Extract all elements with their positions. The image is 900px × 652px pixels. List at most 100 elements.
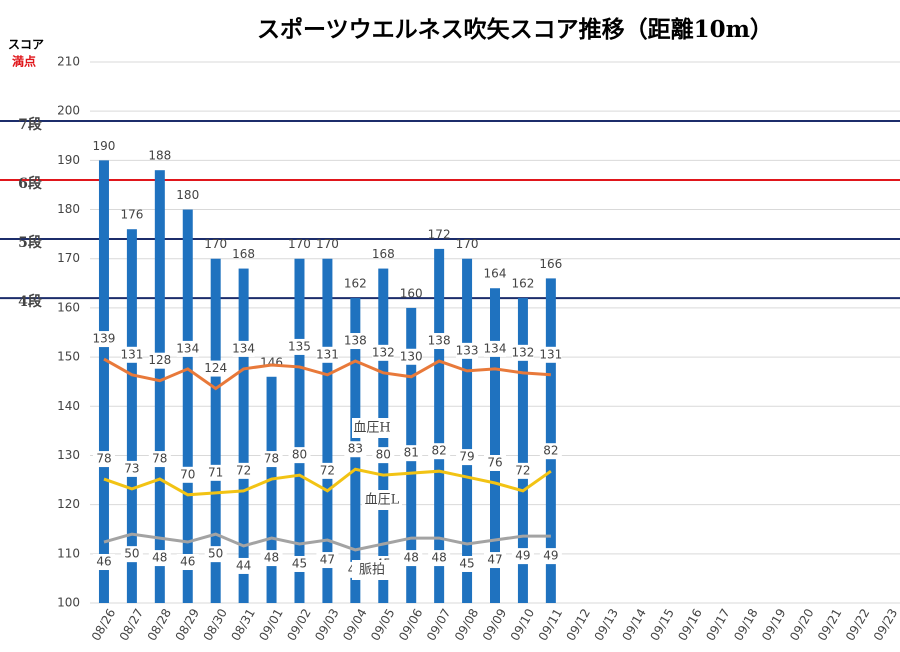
bar-value-label: 170	[288, 237, 311, 251]
bar-value-label: 162	[344, 277, 367, 291]
label-box	[372, 447, 395, 464]
line-value-label: 80	[376, 448, 391, 462]
label-box	[539, 548, 562, 565]
label-box	[92, 451, 115, 468]
reference-label: 6段	[18, 175, 42, 192]
bar	[154, 170, 165, 603]
x-tick-label: 09/15	[647, 606, 676, 643]
line-value-label: 48	[152, 551, 167, 565]
label-box	[232, 557, 255, 574]
y-tick-label: 210	[57, 55, 80, 69]
bar-value-label: 172	[428, 227, 451, 241]
line-value-label: 78	[264, 452, 279, 466]
x-tick-label: 08/28	[145, 606, 174, 643]
x-tick-label: 09/05	[368, 606, 397, 643]
reference-label: 7段	[18, 116, 42, 133]
x-tick-label: 09/17	[703, 606, 732, 643]
label-box	[204, 546, 227, 563]
bar	[182, 209, 193, 603]
chart-title: スポーツウエルネス吹矢スコア推移（距離10m）	[257, 16, 773, 43]
line-value-label: 70	[180, 467, 195, 481]
x-tick-label: 09/14	[620, 606, 649, 643]
label-box	[148, 352, 171, 369]
label-box	[484, 340, 506, 357]
x-tick-label: 09/09	[480, 606, 509, 643]
line-value-label: 50	[208, 547, 223, 561]
bar-value-label: 170	[456, 237, 479, 251]
y-tick-label: 170	[57, 251, 80, 265]
line-value-label: 135	[288, 339, 311, 353]
y-tick-label: 200	[57, 104, 80, 118]
line-value-label: 49	[543, 549, 558, 563]
bar-value-label: 164	[484, 267, 507, 281]
label-box	[176, 554, 199, 571]
x-tick-label: 08/30	[201, 606, 230, 643]
reference-label: 4段	[18, 293, 42, 310]
label-box	[120, 460, 143, 477]
x-tick-label: 09/18	[731, 606, 760, 643]
line-value-label: 46	[180, 555, 195, 569]
x-tick-label: 09/12	[564, 606, 593, 643]
line-value-label: 138	[428, 334, 451, 348]
label-box	[176, 340, 199, 357]
x-tick-label: 09/11	[536, 606, 565, 643]
line-value-label: 44	[236, 558, 251, 572]
x-tick-label: 08/31	[228, 606, 257, 643]
label-box	[428, 333, 451, 350]
bar	[126, 229, 137, 603]
bar	[294, 258, 305, 603]
label-box	[204, 464, 227, 481]
x-tick-label: 09/02	[284, 606, 313, 643]
line-value-label: 133	[456, 343, 479, 357]
label-box	[232, 462, 255, 479]
line-value-label: 72	[320, 463, 335, 477]
line-value-label: 80	[292, 448, 307, 462]
line-value-label: 45	[292, 556, 307, 570]
series-name: 血圧H	[353, 421, 390, 436]
label-box	[120, 546, 143, 563]
y-tick-label: 180	[57, 202, 80, 216]
line-value-label: 78	[96, 452, 111, 466]
line-series	[103, 357, 551, 391]
label-box	[260, 550, 283, 567]
label-box	[344, 441, 367, 458]
reference-label: 5段	[18, 234, 42, 251]
line-value-label: 73	[124, 461, 139, 475]
x-tick-label: 09/20	[787, 606, 816, 643]
y-tick-label: 190	[57, 153, 80, 167]
label-box	[428, 443, 451, 460]
bar-value-label: 162	[511, 277, 534, 291]
x-tick-label: 09/19	[759, 606, 788, 643]
line-value-label: 78	[152, 452, 167, 466]
bar	[434, 248, 445, 603]
label-box	[372, 344, 395, 361]
bar-value-label: 190	[93, 139, 116, 153]
label-box	[484, 454, 506, 471]
line-value-label: 83	[348, 442, 363, 456]
bar	[322, 258, 333, 603]
series-name-box	[362, 490, 402, 510]
x-tick-label: 09/03	[312, 606, 341, 643]
y-tick-label: 160	[57, 300, 80, 314]
label-box	[456, 449, 479, 466]
line-value-label: 47	[487, 553, 502, 567]
line-value-label: 79	[459, 450, 474, 464]
line-value-label: 82	[431, 444, 446, 458]
x-tick-label: 09/06	[396, 606, 425, 643]
line-value-label: 132	[511, 345, 534, 359]
y-tick-label: 110	[57, 546, 80, 560]
bar	[98, 160, 109, 603]
label-box	[456, 342, 479, 359]
line-value-label: 72	[515, 463, 530, 477]
label-box	[232, 340, 255, 357]
series-name-box	[352, 418, 392, 438]
label-box	[484, 552, 506, 569]
label-box	[288, 555, 311, 572]
line-value-label: 48	[264, 551, 279, 565]
y-tick-label: 150	[57, 350, 80, 364]
label-box	[288, 447, 311, 464]
bar-value-label: 170	[204, 237, 227, 251]
bar	[462, 258, 473, 603]
label-box	[316, 346, 339, 363]
label-box	[120, 346, 143, 363]
